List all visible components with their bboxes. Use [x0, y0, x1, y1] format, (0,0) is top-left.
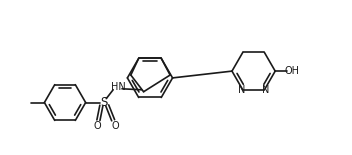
Text: N: N — [238, 85, 245, 95]
Text: OH: OH — [284, 66, 300, 76]
Text: HN: HN — [111, 82, 125, 92]
Text: S: S — [101, 96, 108, 109]
Text: N: N — [262, 85, 269, 95]
Text: O: O — [94, 121, 101, 131]
Text: O: O — [111, 121, 119, 131]
